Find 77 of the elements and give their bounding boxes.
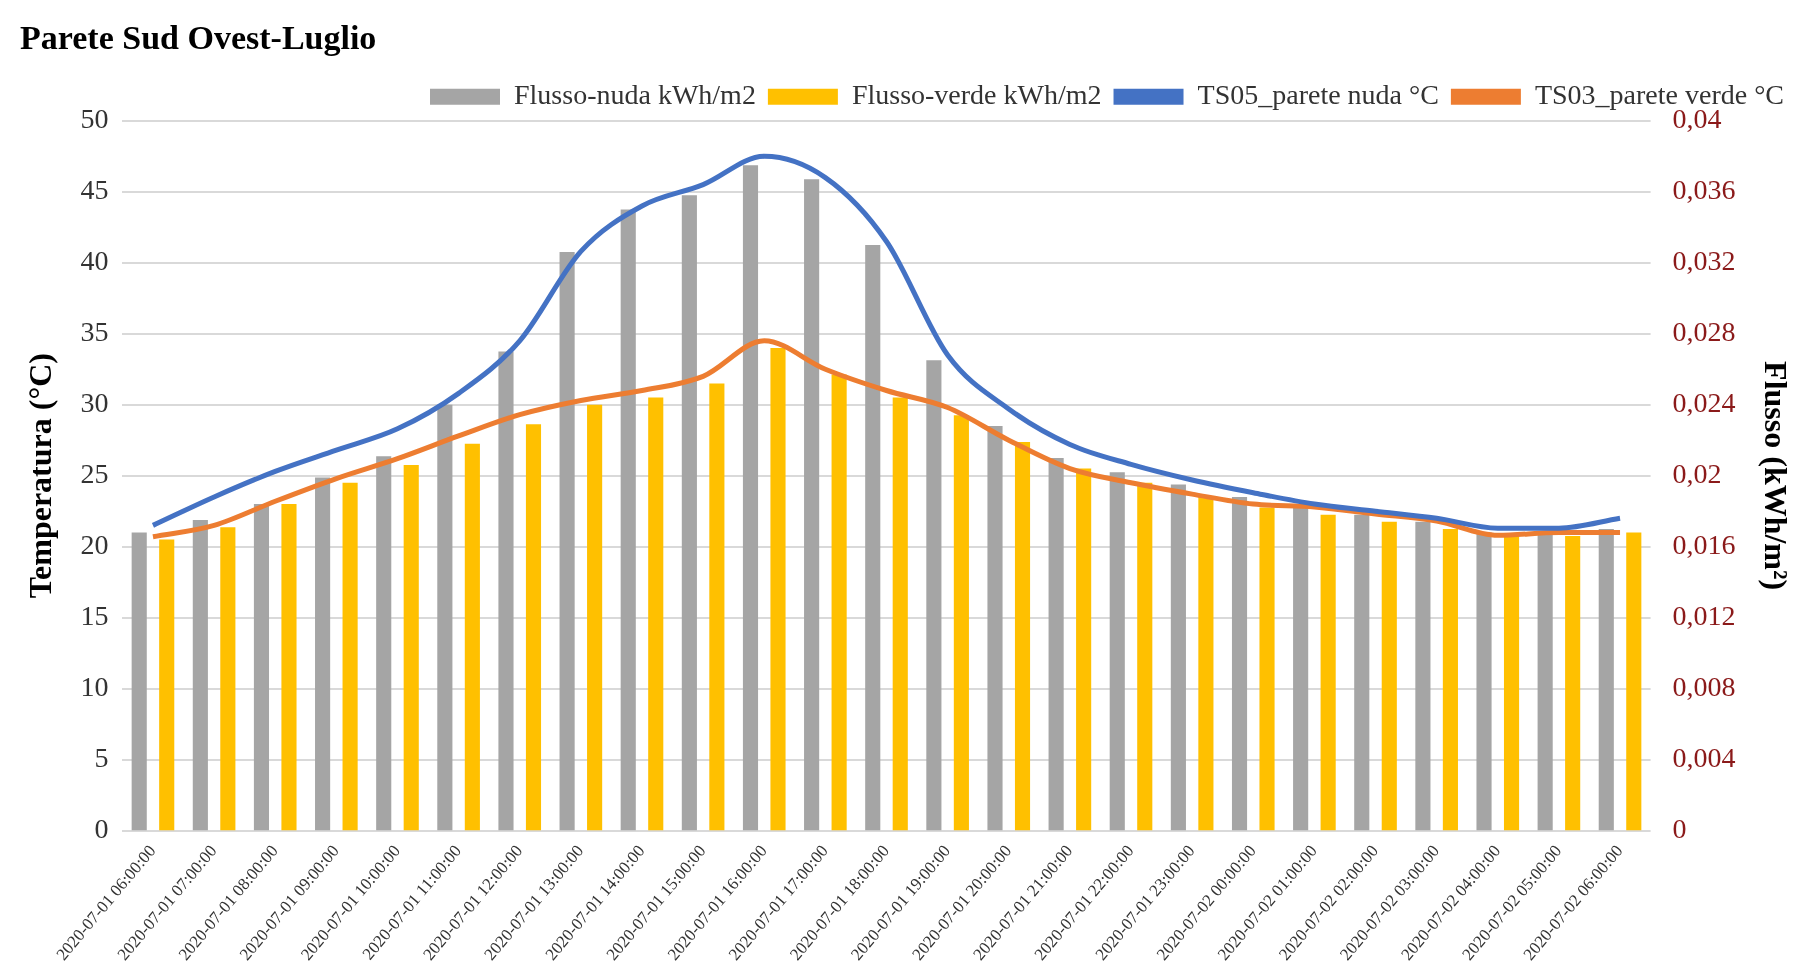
bar xyxy=(987,426,1003,831)
bar xyxy=(1198,496,1214,831)
bar xyxy=(1503,536,1520,831)
bar xyxy=(804,179,820,831)
y-tick-label: 30 xyxy=(80,387,109,419)
bar xyxy=(648,397,664,831)
y-tick-label: 50 xyxy=(80,103,109,135)
y2-tick-label: 0,008 xyxy=(1672,670,1736,702)
bar xyxy=(403,465,419,831)
y2-tick-label: 0,032 xyxy=(1672,245,1736,277)
bar xyxy=(892,397,908,831)
bar xyxy=(1354,514,1370,831)
bar xyxy=(1565,536,1581,831)
bar xyxy=(1076,468,1092,831)
bar xyxy=(1109,472,1125,831)
bar xyxy=(131,532,147,831)
bar xyxy=(926,360,942,831)
legend-label: Flusso-nuda kWh/m2 xyxy=(514,79,756,111)
y-tick-label: 35 xyxy=(80,316,109,348)
bar xyxy=(1415,521,1431,831)
y-axis-title: Temperatura (°C) xyxy=(22,353,59,599)
bar xyxy=(376,456,392,831)
bar xyxy=(437,404,453,831)
y-tick-label: 40 xyxy=(80,245,109,277)
bar xyxy=(865,245,881,831)
y2-tick-label: 0,036 xyxy=(1672,174,1736,206)
bar xyxy=(159,539,175,831)
y2-tick-label: 0,012 xyxy=(1672,599,1736,631)
bar xyxy=(587,404,603,831)
bar xyxy=(1476,532,1492,831)
y2-tick-label: 0 xyxy=(1672,812,1687,844)
bar xyxy=(281,504,297,831)
bar xyxy=(1537,532,1553,831)
bar xyxy=(1170,484,1186,831)
bar xyxy=(1014,441,1031,831)
y2-tick-label: 0,02 xyxy=(1672,458,1722,490)
y2-tick-label: 0,016 xyxy=(1672,529,1736,561)
y-tick-label: 0 xyxy=(94,812,109,844)
bar xyxy=(1320,514,1336,831)
bar xyxy=(315,477,331,831)
bar xyxy=(1381,521,1397,831)
bar xyxy=(770,347,786,831)
bar xyxy=(1626,532,1642,831)
bar xyxy=(559,252,575,831)
bar xyxy=(709,383,725,831)
y2-tick-label: 0,028 xyxy=(1672,316,1736,348)
bar xyxy=(1259,507,1275,831)
bar xyxy=(953,415,969,831)
bar xyxy=(498,351,514,831)
legend-label: Flusso-verde kWh/m2 xyxy=(851,79,1102,111)
bar xyxy=(831,374,847,831)
legend-label: TS05_parete nuda °C xyxy=(1197,79,1439,111)
bar xyxy=(1442,528,1458,831)
y2-axis-title: Flusso (kWh/m²) xyxy=(1757,361,1794,591)
y-tick-label: 5 xyxy=(94,741,109,773)
bar xyxy=(525,424,542,831)
bar xyxy=(192,520,208,831)
bar xyxy=(253,504,270,831)
bar xyxy=(1293,507,1309,831)
bar xyxy=(742,165,759,831)
y-tick-label: 25 xyxy=(80,458,109,490)
y-tick-label: 20 xyxy=(80,529,109,561)
bar xyxy=(1598,528,1614,831)
bar xyxy=(1231,496,1248,831)
y-tick-label: 15 xyxy=(80,599,109,631)
bar xyxy=(681,195,697,831)
bar xyxy=(1048,457,1064,831)
bar xyxy=(620,209,636,831)
bar xyxy=(342,482,358,831)
bar xyxy=(220,527,236,831)
chart-title: Parete Sud Ovest-Luglio xyxy=(20,19,377,57)
y-tick-label: 10 xyxy=(80,670,109,702)
y2-tick-label: 0,024 xyxy=(1672,387,1736,419)
y-tick-label: 45 xyxy=(80,174,109,206)
y2-tick-label: 0,004 xyxy=(1672,741,1736,773)
bar xyxy=(464,443,480,831)
bar xyxy=(1137,482,1153,831)
